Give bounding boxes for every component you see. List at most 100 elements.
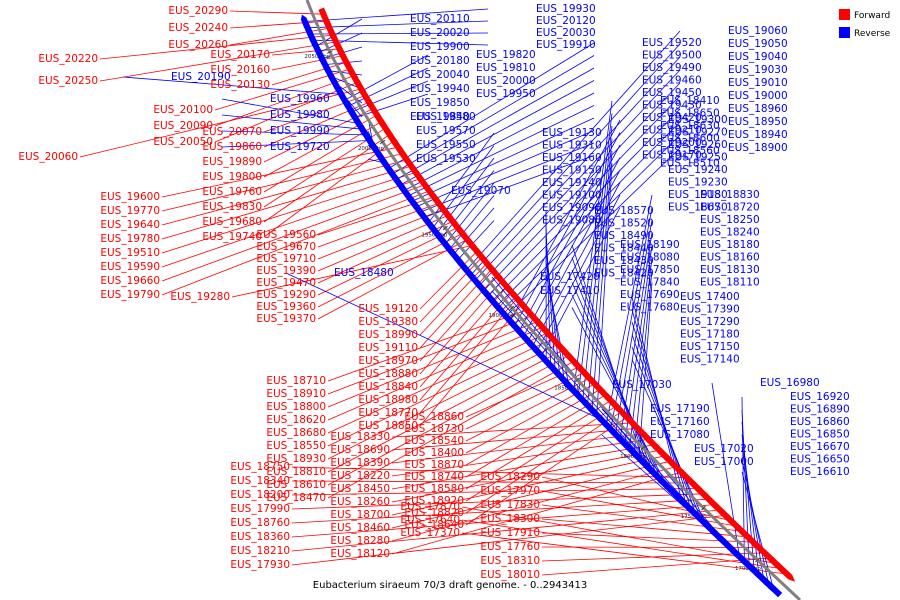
gene-label: EUS_19360 (256, 301, 316, 313)
gene-label: EUS_19660 (100, 275, 160, 287)
gene-label: EUS_18800 (266, 401, 326, 413)
leader-line (523, 157, 621, 337)
gene-label: EUS_19080 (542, 215, 602, 227)
leader-line (391, 422, 633, 438)
gene-label: EUS_18970 (358, 355, 418, 367)
gene-label: EUS_18580 (404, 483, 464, 495)
leader-line (479, 69, 681, 286)
leader-line (317, 221, 453, 284)
gene-label: EUS_17840 (620, 277, 680, 289)
gene-label: EUS_18850 (358, 420, 418, 432)
forward-gene-arrow (778, 565, 796, 582)
gene-label: EUS_20220 (38, 53, 98, 65)
leader-line (465, 394, 606, 478)
gene-label: EUS_19110 (358, 342, 418, 354)
tick-label: 1900 kbp (489, 313, 515, 319)
leader-line (391, 466, 676, 542)
leader-line (509, 119, 621, 322)
gene-label: EUS_19940 (410, 83, 470, 95)
leader-line (310, 32, 489, 35)
leader-line (424, 155, 595, 218)
leader-line (571, 282, 659, 478)
leader-line (313, 39, 489, 46)
tick-label: 1700 kbp (735, 566, 761, 572)
leader-line (419, 292, 513, 401)
gene-label: EUS_18290 (480, 471, 540, 483)
leader-line (271, 55, 343, 71)
leader-line (527, 169, 621, 342)
gene-label: EUS_19450 (642, 87, 702, 99)
leader-line (436, 157, 495, 234)
gene-label: EUS_16670 (790, 441, 850, 453)
tick-label: 1800 kbp (620, 454, 646, 460)
gene-label: EUS_20250 (38, 75, 98, 87)
leader-line (400, 80, 595, 186)
leader-line (470, 43, 681, 276)
gene-label: EUS_20120 (536, 15, 596, 27)
gene-label: EUS_18510 (660, 158, 720, 170)
gene-label: EUS_16860 (790, 416, 850, 428)
leader-line (633, 269, 653, 454)
gene-label: EUS_20030 (536, 27, 596, 39)
leader-line (161, 178, 421, 268)
leader-line (629, 257, 653, 449)
gene-label: EUS_17080 (650, 429, 710, 441)
gene-label: EUS_18560 (660, 145, 720, 157)
tick-label: 2050 kbp (304, 54, 330, 60)
gene-label: EUS_19150 (542, 165, 602, 177)
gene-label: EUS_19890 (202, 156, 262, 168)
leader-line (388, 42, 595, 169)
gene-label: EUS_18610 (266, 479, 326, 491)
gene-label: EUS_18770 (358, 407, 418, 419)
gene-label: EUS_18680 (266, 427, 326, 439)
gene-label: EUS_18220 (330, 470, 390, 482)
gene-label: EUS_18630 (660, 120, 720, 132)
gene-label: EUS_19950 (476, 88, 536, 100)
tick-label: 1850 kbp (554, 386, 580, 392)
tick-label: 2000 kbp (358, 146, 384, 152)
tick-label: 1750 kbp (681, 514, 707, 520)
gene-label: EUS_20130 (210, 79, 270, 91)
gene-label: EUS_19830 (202, 201, 262, 213)
tick-marks: 2050 kbp 2000 kbp 1950 kbp 1900 kbp 1850 kbp… (304, 50, 761, 572)
gene-label: EUS_17410 (540, 285, 600, 297)
gene-label: EUS_19720 (270, 141, 330, 153)
leader-line (391, 427, 638, 451)
leader-line (318, 32, 363, 53)
leader-line (591, 150, 613, 411)
leader-line (741, 421, 755, 571)
leader-line (221, 130, 366, 136)
gene-label: EUS_16920 (790, 391, 850, 403)
leader-line (465, 411, 622, 514)
gene-label: EUS_17990 (230, 503, 290, 515)
gene-label: EUS_20100 (153, 104, 213, 116)
gene-label: EUS_17680 (620, 302, 680, 314)
gene-label: EUS_18830 (700, 189, 760, 201)
leader-line (263, 140, 395, 238)
leader-line (229, 27, 330, 46)
gene-label: EUS_19070 (451, 185, 511, 197)
gene-label: EUS_19490 (642, 62, 702, 74)
gene-label: EUS_19580 (416, 111, 476, 123)
reverse-swatch (839, 27, 850, 38)
gene-label: EUS_20260 (168, 39, 228, 51)
leader-line (263, 134, 390, 223)
gene-label: EUS_20190 (171, 71, 231, 83)
leader-line (391, 438, 649, 477)
gene-label: EUS_18640 (404, 519, 464, 531)
gene-label: EUS_19180 (668, 189, 728, 201)
leader-line (327, 315, 533, 395)
reverse-gene-arrow (765, 581, 783, 598)
gene-label: EUS_17400 (680, 291, 740, 303)
gene-label: EUS_20090 (153, 120, 213, 132)
leader-line (631, 321, 692, 511)
leader-line (391, 471, 682, 555)
leader-line (391, 449, 660, 503)
gene-label: EUS_18460 (330, 522, 390, 534)
gene-label: EUS_18930 (266, 453, 326, 465)
leader-line (474, 56, 681, 281)
leader-line (461, 519, 782, 570)
leader-line (291, 498, 709, 524)
leader-line (161, 159, 408, 226)
